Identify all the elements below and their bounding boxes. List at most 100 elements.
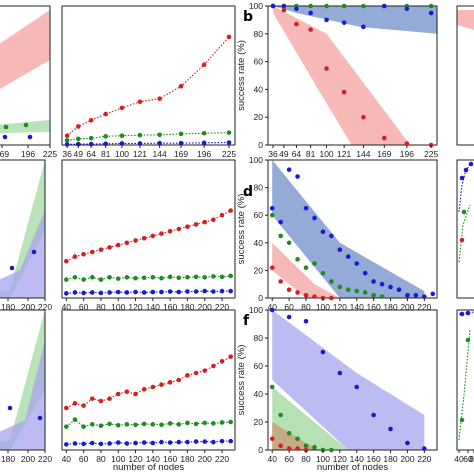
green-point xyxy=(176,422,182,427)
green-point xyxy=(362,290,368,295)
tm-tick-label: 196 xyxy=(197,149,211,159)
green-point xyxy=(201,130,207,136)
green-point xyxy=(226,130,232,135)
green-point xyxy=(178,131,184,137)
tm-tick-label: 144 xyxy=(153,149,167,159)
green-point xyxy=(193,274,199,280)
b-tick-label: 36 xyxy=(268,149,278,159)
blue-point xyxy=(211,439,216,445)
br-tick-label: 80 xyxy=(469,454,474,464)
panel-right-top-frame xyxy=(456,5,474,146)
mm-tick-label: 140 xyxy=(146,302,160,312)
b-tick-label: 225 xyxy=(424,149,438,159)
green-point xyxy=(295,257,300,262)
mm-tick-label: 160 xyxy=(163,302,177,312)
blue-point xyxy=(31,249,37,255)
d-tick-label: 100 xyxy=(316,302,330,312)
green-point xyxy=(88,135,94,141)
blue-point xyxy=(176,289,182,295)
blue-point xyxy=(133,440,138,446)
blue-point xyxy=(7,405,13,411)
b-tick-label: 64 xyxy=(292,149,302,159)
green-point xyxy=(141,275,147,281)
blue-point xyxy=(422,446,427,451)
blue-point xyxy=(133,289,138,295)
d-tick-label: 60 xyxy=(284,302,294,312)
blue-band xyxy=(272,160,425,298)
red-point xyxy=(278,443,283,449)
green-point xyxy=(64,138,70,143)
blue-point xyxy=(159,439,164,445)
red-point xyxy=(64,258,69,264)
blue-point xyxy=(185,289,190,294)
red-point xyxy=(211,363,216,369)
d-ytick-label: 40 xyxy=(254,238,264,248)
blue-point xyxy=(269,206,275,211)
red-point xyxy=(64,133,70,139)
panel-middle-left-frame xyxy=(0,159,46,299)
mm-tick-label: 220 xyxy=(215,302,229,312)
red-point xyxy=(75,124,81,129)
bm-tick-label: 40 xyxy=(62,454,72,464)
green-point xyxy=(361,3,366,9)
tm-tick-label: 169 xyxy=(174,149,188,159)
ml-tick-label: 200 xyxy=(21,302,35,312)
green-point xyxy=(345,287,351,293)
panel-bottom-left-frame xyxy=(0,309,46,451)
green-point xyxy=(176,275,182,281)
red-point xyxy=(278,279,283,284)
red-point xyxy=(295,290,300,295)
panel-right-mid-frame xyxy=(456,159,474,299)
blue-point xyxy=(75,141,81,147)
green-point xyxy=(211,421,216,426)
green-point xyxy=(379,294,385,299)
blue-point xyxy=(324,17,329,23)
green-point xyxy=(337,284,343,290)
red-point xyxy=(269,436,275,442)
f-tick-label: 160 xyxy=(367,454,381,464)
y-axis-label: success rate (%) xyxy=(236,345,247,416)
blue-point xyxy=(226,140,232,145)
red-point xyxy=(157,96,162,101)
green-fit-line xyxy=(67,132,230,141)
f-tick-label: 200 xyxy=(400,454,414,464)
red-point xyxy=(226,34,232,40)
blue-point xyxy=(354,384,360,390)
bm-tick-label: 60 xyxy=(79,454,89,464)
blue-fit-line xyxy=(458,162,473,213)
blue-point xyxy=(388,426,393,432)
red-point xyxy=(81,403,86,408)
red-point xyxy=(88,117,94,123)
y-axis-label: success rate (%) xyxy=(236,194,247,265)
blue-point xyxy=(388,284,393,290)
panel-bottom-right-frame xyxy=(456,309,474,451)
bm-tick-label: 200 xyxy=(198,454,212,464)
red-point xyxy=(64,405,69,411)
green-point xyxy=(124,422,130,427)
blue-point xyxy=(202,288,208,294)
red-point xyxy=(115,391,121,397)
red-point xyxy=(133,391,138,397)
bm-tick-label: 120 xyxy=(128,454,142,464)
mm-tick-label: 40 xyxy=(62,302,72,312)
red-band xyxy=(457,10,474,30)
blue-point xyxy=(381,3,387,9)
blue-point xyxy=(405,292,410,298)
blue-point xyxy=(157,140,162,146)
d-tick-label: 80 xyxy=(301,302,311,312)
green-point xyxy=(115,422,121,428)
green-point xyxy=(269,384,275,390)
br-tick-label: 60 xyxy=(463,454,473,464)
bm-tick-label: 160 xyxy=(163,454,177,464)
red-point xyxy=(167,229,173,234)
blue-point xyxy=(468,161,474,167)
blue-point xyxy=(422,294,427,299)
tm-tick-label: 81 xyxy=(101,149,111,159)
blue-point xyxy=(371,279,376,284)
tl-tick-label: 169 xyxy=(0,149,9,159)
f-ytick-label: 100 xyxy=(249,305,263,315)
panel-label-d: d xyxy=(243,184,253,200)
green-point xyxy=(81,424,86,429)
red-point xyxy=(124,389,130,394)
blue-point xyxy=(286,167,292,172)
